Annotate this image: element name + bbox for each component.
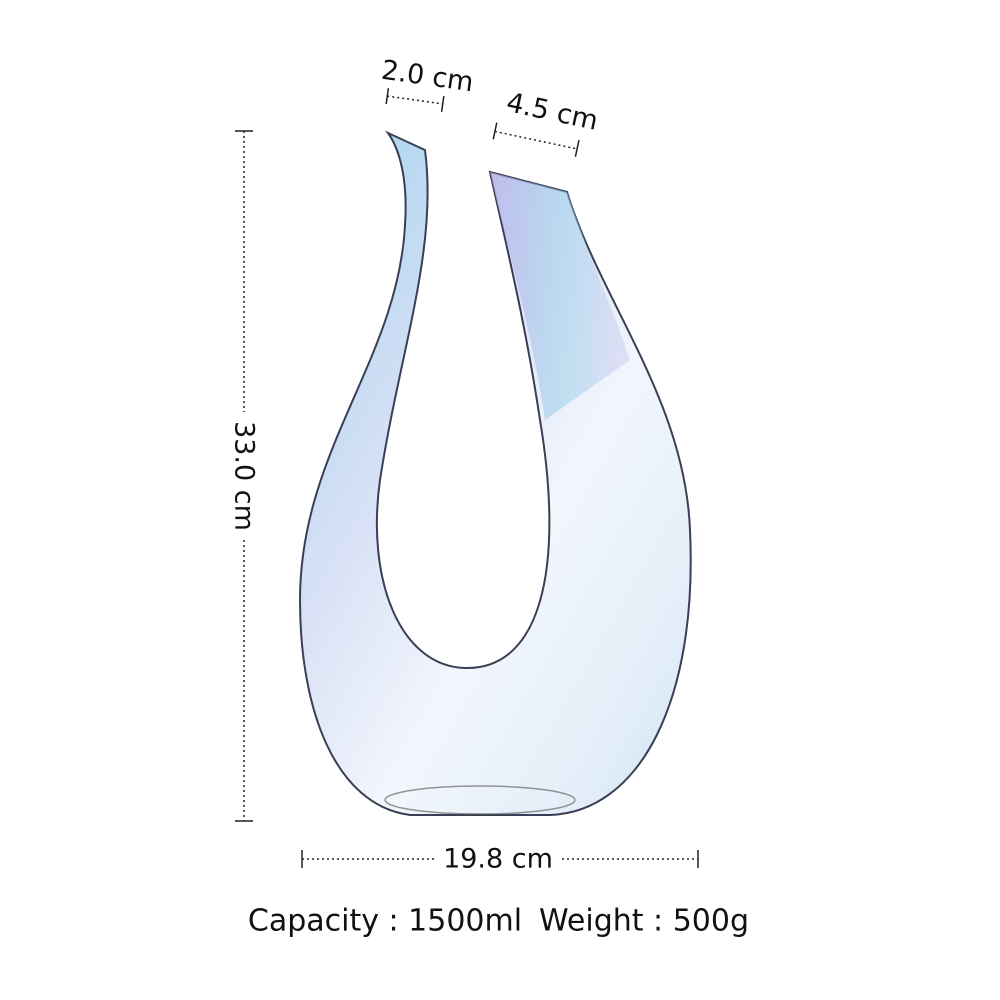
weight-spec: Weight : 500g — [539, 904, 749, 939]
top-right-label: 4.5 cm — [504, 87, 601, 137]
decanter-base — [384, 785, 576, 815]
top-right-dimension: 4.5 cm — [492, 87, 601, 157]
decanter-body — [298, 130, 692, 816]
top-left-dimension: 2.0 cm — [379, 55, 475, 112]
decanter — [298, 130, 692, 816]
height-label: 33.0 cm — [229, 421, 260, 531]
width-dimension: 19.8 cm — [301, 844, 699, 875]
top-left-label: 2.0 cm — [379, 55, 475, 99]
width-label: 19.8 cm — [443, 844, 553, 875]
capacity-spec: Capacity : 1500ml — [248, 904, 522, 939]
dim-line — [494, 130, 578, 150]
dim-cap — [574, 139, 580, 157]
dim-line — [387, 95, 443, 105]
height-dimension: 33.0 cm — [229, 130, 260, 822]
neck-highlight — [490, 172, 630, 420]
